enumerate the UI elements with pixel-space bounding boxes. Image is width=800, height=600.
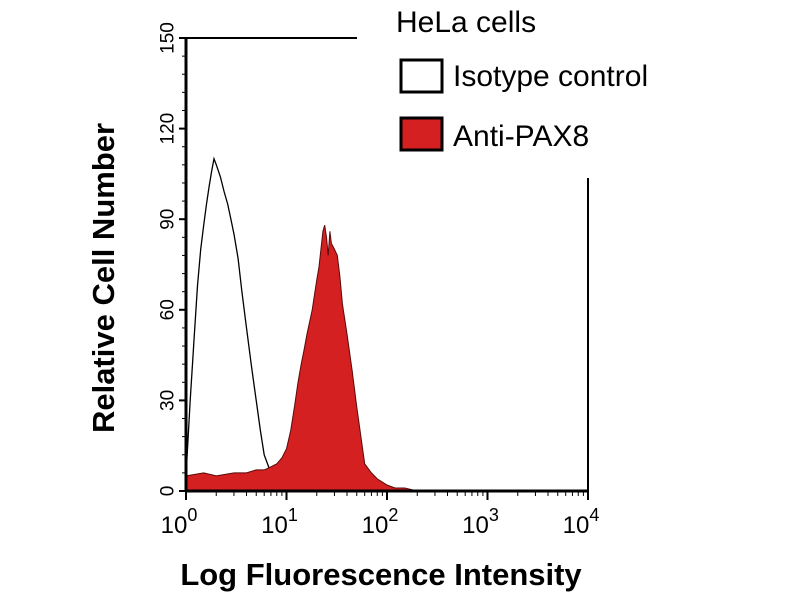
x-tick-label: 102 — [362, 505, 399, 539]
legend-swatch-isotype-control — [399, 58, 444, 94]
series-line-isotype-control — [185, 156, 588, 492]
x-tick-label: 101 — [261, 505, 298, 539]
chart-title: HeLa cells — [396, 6, 536, 39]
plot-area — [185, 156, 588, 492]
y-axis-title: Relative Cell Number — [86, 123, 121, 433]
tick-labels: 0 30 60 90 120 150 100 101 102 103 104 — [158, 22, 600, 539]
y-tick-label: 120 — [158, 113, 179, 145]
y-tick-label: 30 — [158, 390, 179, 411]
y-tick-label: 0 — [158, 486, 179, 497]
x-axis-title: Log Fluorescence Intensity — [180, 557, 582, 592]
axes — [179, 37, 589, 500]
legend: Isotype control Anti-PAX8 — [399, 58, 648, 153]
x-tick-label: 104 — [563, 505, 600, 539]
series-area-anti-pax8 — [185, 225, 588, 492]
legend-swatch-anti-pax8 — [399, 116, 444, 152]
y-tick-label: 150 — [158, 22, 179, 54]
x-tick-label: 103 — [462, 505, 499, 539]
y-tick-label: 90 — [158, 209, 179, 230]
legend-label-isotype-control: Isotype control — [453, 60, 648, 93]
legend-label-anti-pax8: Anti-PAX8 — [453, 120, 589, 153]
x-tick-label: 100 — [161, 505, 198, 539]
y-tick-label: 60 — [158, 299, 179, 320]
